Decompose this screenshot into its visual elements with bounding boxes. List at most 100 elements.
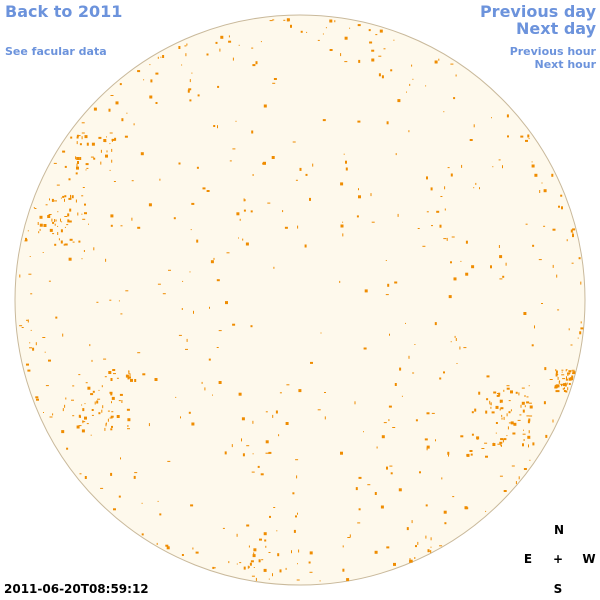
facula xyxy=(272,573,273,577)
facula xyxy=(186,43,188,46)
facula xyxy=(414,344,416,345)
facula xyxy=(191,422,195,426)
facula xyxy=(105,154,108,158)
facula xyxy=(238,44,240,46)
facula xyxy=(543,189,547,193)
facula xyxy=(580,327,584,330)
facula xyxy=(409,83,411,86)
facula xyxy=(118,300,120,302)
facula xyxy=(426,412,430,415)
facula xyxy=(394,383,397,386)
facula xyxy=(226,252,230,254)
facula xyxy=(534,325,535,329)
facula xyxy=(292,141,296,143)
facula xyxy=(518,392,520,396)
facula xyxy=(231,444,233,448)
facula xyxy=(162,55,165,58)
facula xyxy=(452,496,455,498)
facula xyxy=(109,391,113,394)
facula xyxy=(399,367,402,371)
facula xyxy=(66,447,69,450)
facula xyxy=(90,393,94,396)
facula xyxy=(394,281,398,284)
facula xyxy=(349,27,351,29)
facula xyxy=(216,279,220,282)
facula xyxy=(556,274,558,278)
facula xyxy=(45,385,49,387)
facula xyxy=(470,453,473,456)
facula xyxy=(363,431,364,433)
facula xyxy=(319,580,321,582)
facula xyxy=(128,371,130,374)
facula xyxy=(500,407,504,410)
facula xyxy=(44,351,46,353)
facula xyxy=(260,41,262,43)
next-day-link[interactable]: Next day xyxy=(516,19,596,38)
facula xyxy=(109,132,113,134)
facula xyxy=(272,82,276,84)
facula xyxy=(561,384,562,387)
facula xyxy=(392,427,396,428)
facula xyxy=(580,321,582,324)
facula xyxy=(213,567,216,569)
facula xyxy=(517,419,521,421)
facula xyxy=(571,262,574,264)
facula xyxy=(255,577,257,581)
facula xyxy=(217,125,218,129)
facula xyxy=(386,466,388,470)
facula xyxy=(224,451,227,455)
facula xyxy=(414,557,416,559)
back-link[interactable]: Back to 2011 xyxy=(5,2,123,21)
facula xyxy=(354,401,356,405)
facula xyxy=(196,166,199,169)
facula xyxy=(212,566,215,569)
facula xyxy=(339,280,341,283)
facula xyxy=(253,552,255,555)
facula xyxy=(570,344,573,346)
facula xyxy=(561,369,564,371)
next-hour-link[interactable]: Next hour xyxy=(534,58,597,71)
facula xyxy=(552,228,556,231)
facula xyxy=(110,472,113,476)
facula xyxy=(110,415,114,418)
facula xyxy=(518,476,520,480)
facula xyxy=(64,195,67,198)
facula xyxy=(228,561,230,564)
facula xyxy=(503,389,505,392)
facula xyxy=(173,217,176,220)
facula xyxy=(297,225,299,229)
facula xyxy=(75,156,77,160)
facula xyxy=(109,143,111,145)
facula xyxy=(107,418,109,422)
previous-hour-link[interactable]: Previous hour xyxy=(509,45,596,58)
facula xyxy=(232,148,236,150)
facula xyxy=(444,522,447,525)
facula xyxy=(259,538,262,541)
previous-day-link[interactable]: Previous day xyxy=(479,2,596,21)
facula xyxy=(567,387,569,391)
facula xyxy=(71,399,74,401)
facula xyxy=(345,160,347,164)
facula xyxy=(148,203,152,207)
facula xyxy=(141,533,144,536)
facula xyxy=(312,163,314,167)
facula xyxy=(175,396,177,398)
facula xyxy=(474,408,477,412)
facula xyxy=(374,492,377,495)
facula xyxy=(503,490,507,492)
facula xyxy=(260,473,264,476)
facula xyxy=(82,421,86,423)
facular-link[interactable]: See facular data xyxy=(5,45,107,58)
facula xyxy=(54,219,56,222)
facula xyxy=(68,257,72,261)
facula xyxy=(195,551,199,554)
facula xyxy=(43,224,47,227)
facula xyxy=(436,210,440,213)
facula xyxy=(499,408,501,411)
facula xyxy=(290,24,292,28)
facula xyxy=(531,344,534,347)
facula xyxy=(566,369,568,371)
facula xyxy=(27,230,29,232)
facula xyxy=(248,566,250,569)
facula xyxy=(76,157,80,160)
